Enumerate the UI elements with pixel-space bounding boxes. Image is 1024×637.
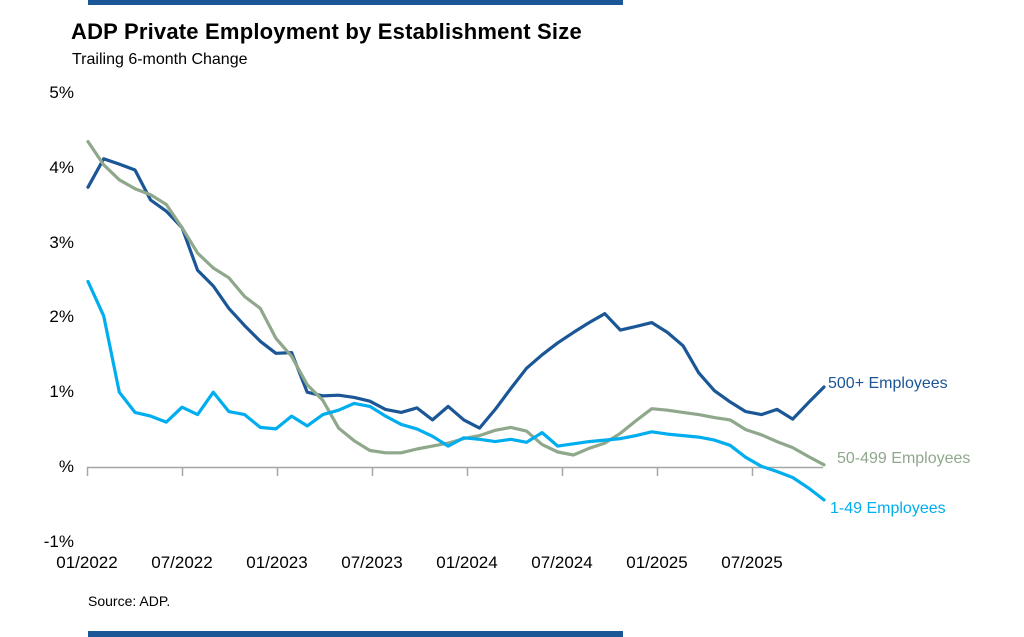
y-axis-tick-label: 5% (49, 83, 74, 102)
legend-label-500plus-employees: 500+ Employees (828, 375, 948, 392)
series-line-500plus (86, 157, 826, 430)
chart-title: ADP Private Employment by Establishment … (71, 19, 582, 44)
y-axis-tick-label: 1% (49, 382, 74, 402)
x-axis-tick-label: 07/2024 (531, 553, 593, 572)
x-axis-tick-label: 07/2022 (151, 553, 213, 572)
x-axis-tick-label: 01/2023 (246, 553, 308, 572)
source-note: Source: ADP. (88, 593, 171, 609)
x-axis-tick-label: 07/2023 (341, 553, 403, 572)
y-axis-tick-label: 3% (49, 232, 74, 252)
footer-accent-bar (88, 631, 623, 637)
chart-subtitle: Trailing 6-month Change (72, 51, 248, 68)
x-axis-tick-label: 01/2022 (56, 553, 118, 572)
x-axis-tick-label: 01/2024 (436, 553, 498, 572)
header-accent-bar (88, 0, 623, 5)
series-line-1-49 (86, 279, 826, 502)
series-line-50-499 (86, 140, 826, 467)
legend-label-50-499-employees: 50-499 Employees (837, 450, 971, 467)
y-axis-tick-label: 4% (49, 157, 74, 177)
y-axis-tick-label: % (58, 457, 74, 476)
y-axis-tick-label: -1% (43, 531, 74, 551)
y-axis-tick-label: 2% (49, 307, 74, 327)
legend-label-1-49-employees: 1-49 Employees (830, 500, 946, 517)
x-axis-tick-label: 01/2025 (626, 553, 688, 572)
x-axis-tick-label: 07/2025 (721, 553, 783, 572)
